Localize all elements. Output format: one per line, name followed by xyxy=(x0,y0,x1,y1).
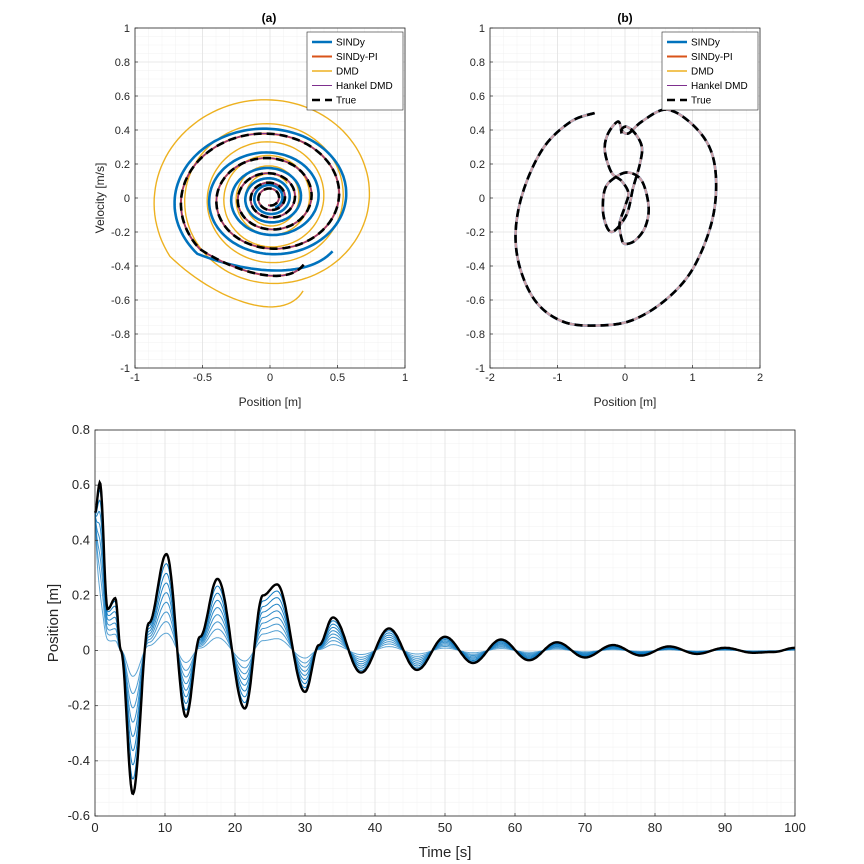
ytick-label: -0.8 xyxy=(111,329,130,341)
xtick-label: 0 xyxy=(267,372,273,384)
panel-c-xlabel: Time [s] xyxy=(419,844,472,861)
panel-a-xticks: -1 -0.5 0 0.5 1 xyxy=(130,365,408,384)
xtick-label: 80 xyxy=(648,820,662,835)
ytick-label: 0 xyxy=(479,193,485,205)
xtick-label: 20 xyxy=(228,820,242,835)
ytick-label: 0.8 xyxy=(115,57,130,69)
panel-b-xticks: -2 -1 0 1 2 xyxy=(485,365,763,384)
xtick-label: -1 xyxy=(553,372,563,384)
trace-dmd xyxy=(153,99,371,308)
panel-b-traces xyxy=(514,108,718,327)
ytick-label: -0.2 xyxy=(68,698,90,713)
xtick-label: 2 xyxy=(757,372,763,384)
ytick-label: 0.4 xyxy=(470,125,485,137)
panel-c-xticks: 0 10 20 30 40 50 60 70 80 90 100 xyxy=(91,813,806,835)
ytick-label: -1 xyxy=(475,363,485,375)
xtick-label: 70 xyxy=(578,820,592,835)
legend-label: Hankel DMD xyxy=(336,81,393,92)
ytick-label: 0.8 xyxy=(470,57,485,69)
panel-c-yticks: -0.6 -0.4 -0.2 0 0.2 0.4 0.6 0.8 xyxy=(68,422,98,823)
legend-label: DMD xyxy=(336,67,359,78)
panel-c: 0 10 20 30 40 50 60 70 80 90 100 -0.6 -0.4 -0.2 0 0.2 0… xyxy=(45,422,806,861)
ytick-label: -0.8 xyxy=(466,329,485,341)
ytick-label: 0.4 xyxy=(115,125,130,137)
xtick-label: 100 xyxy=(784,820,806,835)
ytick-label: -0.4 xyxy=(111,261,130,273)
ytick-label: 0.2 xyxy=(115,159,130,171)
ytick-label: -0.2 xyxy=(111,227,130,239)
ytick-label: 1 xyxy=(479,23,485,35)
legend-label: SINDy-PI xyxy=(336,52,378,63)
xtick-label: 1 xyxy=(402,372,408,384)
panel-b: (b) -2 -1 0 1 2 -1-0.8-0.6-0.4-0.200.20.40.6… xyxy=(466,11,763,409)
trace-sindy xyxy=(173,127,348,272)
legend-label: SINDy xyxy=(336,38,365,49)
xtick-label: 30 xyxy=(298,820,312,835)
ytick-label: -0.2 xyxy=(466,227,485,239)
panel-a-legend: SINDy SINDy-PI DMD Hankel DMD True xyxy=(306,31,404,111)
legend-label: SINDy xyxy=(691,38,720,49)
trace-hankel-dmd xyxy=(180,133,340,277)
xtick-label: 50 xyxy=(438,820,452,835)
xtick-label: 1 xyxy=(689,372,695,384)
panel-b-yticks: -1 -0.8 -0.6 -0.4 -0.2 0 0.2 0.4 0.6 0.8 1 xyxy=(466,23,493,375)
ytick-label: -0.4 xyxy=(68,753,90,768)
ytick-label: 0.2 xyxy=(72,587,90,602)
panel-a-traces xyxy=(153,99,371,308)
ytick-label: -0.6 xyxy=(466,295,485,307)
legend-label: True xyxy=(691,96,712,107)
xtick-label: 90 xyxy=(718,820,732,835)
panel-b-legend: SINDy SINDy-PI DMD Hankel DMD True xyxy=(661,31,759,111)
xtick-label: 40 xyxy=(368,820,382,835)
ytick-label: 0 xyxy=(83,643,90,658)
panel-c-ylabel: Position [m] xyxy=(45,584,62,662)
xtick-label: 0 xyxy=(91,820,98,835)
ytick-label: 0.6 xyxy=(115,91,130,103)
legend-label: True xyxy=(336,96,357,107)
ytick-label: -0.6 xyxy=(111,295,130,307)
ytick-label: 0 xyxy=(124,193,130,205)
ytick-label: -0.4 xyxy=(466,261,485,273)
panel-a-ylabel: Velocity [m/s] xyxy=(93,163,107,234)
xtick-label: 0.5 xyxy=(330,372,345,384)
ytick-label: 0.6 xyxy=(72,477,90,492)
legend-label: SINDy-PI xyxy=(691,52,733,63)
ytick-label: 0.6 xyxy=(470,91,485,103)
panel-a-title: (a) xyxy=(262,11,277,25)
xtick-label: -2 xyxy=(485,372,495,384)
trace-true-position xyxy=(93,479,795,796)
panel-c-traces xyxy=(93,479,796,796)
panel-a-yticks: -1 -0.8 -0.6 -0.4 -0.2 0 0.2 0.4 0.6 0.8 1 xyxy=(111,23,138,375)
xtick-label: 60 xyxy=(508,820,522,835)
xtick-label: -0.5 xyxy=(193,372,212,384)
ytick-label: 0.8 xyxy=(72,422,90,437)
panel-b-xlabel: Position [m] xyxy=(594,395,657,409)
panel-b-title: (b) xyxy=(617,11,632,25)
xtick-label: -1 xyxy=(130,372,140,384)
ytick-label: 0.4 xyxy=(72,532,90,547)
legend-label: Hankel DMD xyxy=(691,81,748,92)
panel-a: (a) -1 -0.5 0 0.5 1 -1 -0.8 -0.6 -0.4 -0.2 0 0.2 0.… xyxy=(93,11,408,409)
ytick-label: 0.2 xyxy=(470,159,485,171)
legend-label: DMD xyxy=(691,67,714,78)
xtick-label: 10 xyxy=(158,820,172,835)
ytick-label: -1 xyxy=(120,363,130,375)
panel-a-xlabel: Position [m] xyxy=(239,395,302,409)
ytick-label: 1 xyxy=(124,23,130,35)
panel-c-grid xyxy=(94,429,796,817)
ytick-label: -0.6 xyxy=(68,808,90,823)
family-trace xyxy=(94,512,795,677)
xtick-label: 0 xyxy=(622,372,628,384)
trace-true xyxy=(514,108,718,327)
